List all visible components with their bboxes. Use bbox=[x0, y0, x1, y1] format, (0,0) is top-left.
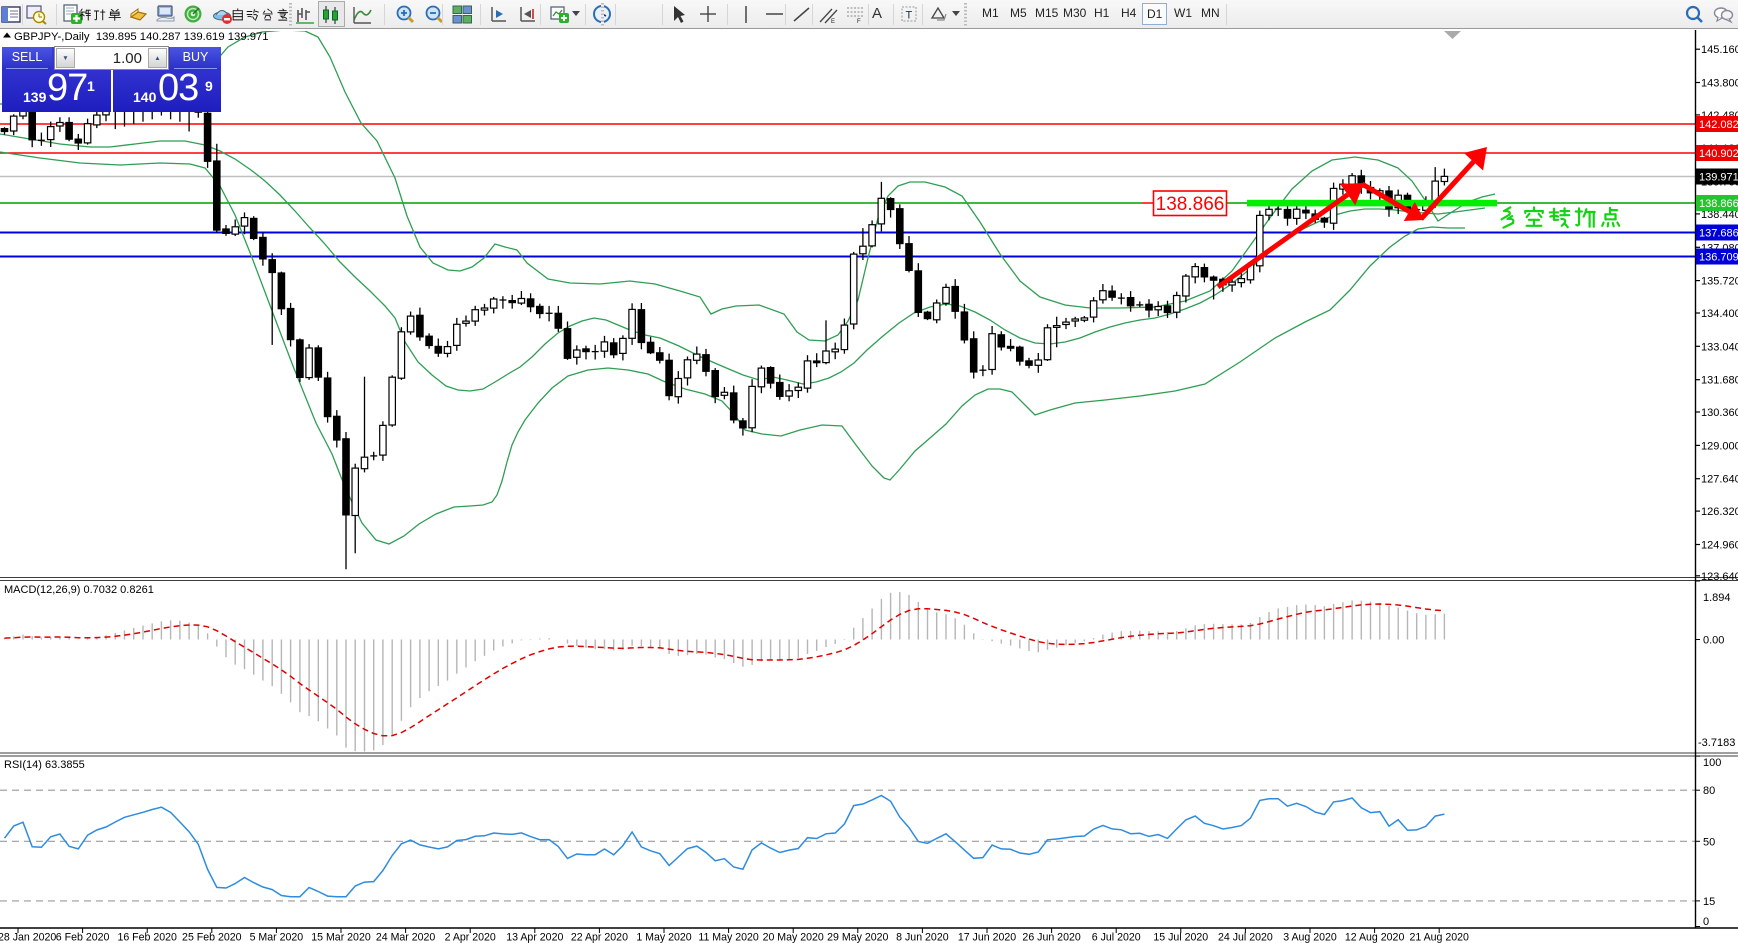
svg-text:123.640: 123.640 bbox=[1701, 571, 1738, 583]
svg-text:-3.7183: -3.7183 bbox=[1698, 737, 1735, 749]
svg-text:134.400: 134.400 bbox=[1701, 308, 1738, 320]
svg-text:138.866: 138.866 bbox=[1699, 198, 1738, 210]
svg-text:16 Feb 2020: 16 Feb 2020 bbox=[117, 932, 177, 943]
svg-text:17 Jun 2020: 17 Jun 2020 bbox=[958, 932, 1016, 943]
svg-text:RSI(14) 63.3855: RSI(14) 63.3855 bbox=[4, 759, 85, 771]
svg-text:2 Apr 2020: 2 Apr 2020 bbox=[445, 932, 496, 943]
svg-text:0.00: 0.00 bbox=[1703, 635, 1724, 647]
svg-text:11 May 2020: 11 May 2020 bbox=[698, 932, 759, 943]
svg-text:142.082: 142.082 bbox=[1699, 119, 1738, 131]
svg-text:6 Feb 2020: 6 Feb 2020 bbox=[56, 932, 110, 943]
svg-text:15 Jul 2020: 15 Jul 2020 bbox=[1153, 932, 1208, 943]
svg-text:137.686: 137.686 bbox=[1699, 228, 1738, 240]
svg-text:20 May 2020: 20 May 2020 bbox=[763, 932, 824, 943]
svg-text:5 Mar 2020: 5 Mar 2020 bbox=[250, 932, 304, 943]
svg-text:13 Apr 2020: 13 Apr 2020 bbox=[506, 932, 563, 943]
svg-text:131.680: 131.680 bbox=[1701, 375, 1738, 387]
svg-text:15 Mar 2020: 15 Mar 2020 bbox=[311, 932, 371, 943]
svg-text:6 Jul 2020: 6 Jul 2020 bbox=[1092, 932, 1141, 943]
svg-text:80: 80 bbox=[1703, 785, 1715, 797]
svg-text:24 Jul 2020: 24 Jul 2020 bbox=[1218, 932, 1273, 943]
svg-text:8 Jun 2020: 8 Jun 2020 bbox=[896, 932, 949, 943]
svg-text:21 Aug 2020: 21 Aug 2020 bbox=[1409, 932, 1469, 943]
svg-text:133.040: 133.040 bbox=[1701, 341, 1738, 353]
svg-text:25 Feb 2020: 25 Feb 2020 bbox=[182, 932, 242, 943]
svg-text:100: 100 bbox=[1703, 757, 1721, 769]
svg-text:135.720: 135.720 bbox=[1701, 276, 1738, 288]
svg-text:29 May 2020: 29 May 2020 bbox=[827, 932, 888, 943]
svg-text:MACD(12,26,9) 0.7032 0.8261: MACD(12,26,9) 0.7032 0.8261 bbox=[4, 584, 154, 596]
svg-text:127.640: 127.640 bbox=[1701, 474, 1738, 486]
svg-text:0: 0 bbox=[1703, 916, 1709, 928]
svg-text:26 Jun 2020: 26 Jun 2020 bbox=[1022, 932, 1080, 943]
svg-text:28 Jan 2020: 28 Jan 2020 bbox=[0, 932, 56, 943]
svg-text:1.894: 1.894 bbox=[1703, 592, 1731, 604]
svg-text:140.902: 140.902 bbox=[1699, 148, 1738, 160]
svg-text:136.709: 136.709 bbox=[1699, 252, 1738, 264]
svg-text:12 Aug 2020: 12 Aug 2020 bbox=[1345, 932, 1405, 943]
svg-text:50: 50 bbox=[1703, 836, 1715, 848]
svg-text:T: T bbox=[906, 10, 913, 22]
svg-text:24 Mar 2020: 24 Mar 2020 bbox=[376, 932, 436, 943]
svg-text:15: 15 bbox=[1703, 896, 1715, 908]
svg-text:143.800: 143.800 bbox=[1701, 78, 1738, 90]
svg-text:145.160: 145.160 bbox=[1701, 44, 1738, 56]
svg-text:22 Apr 2020: 22 Apr 2020 bbox=[571, 932, 628, 943]
svg-text:1 May 2020: 1 May 2020 bbox=[636, 932, 691, 943]
svg-text:3 Aug 2020: 3 Aug 2020 bbox=[1283, 932, 1337, 943]
svg-text:129.000: 129.000 bbox=[1701, 440, 1738, 452]
svg-text:139.971: 139.971 bbox=[1699, 172, 1738, 184]
svg-text:E: E bbox=[831, 19, 835, 25]
svg-text:124.960: 124.960 bbox=[1701, 540, 1738, 552]
svg-text:GBPJPY-,Daily 139.895 140.287: GBPJPY-,Daily 139.895 140.287 139.619 13… bbox=[14, 31, 269, 43]
svg-text:138.866: 138.866 bbox=[1156, 194, 1225, 215]
svg-text:138.440: 138.440 bbox=[1701, 209, 1738, 221]
svg-text:130.360: 130.360 bbox=[1701, 407, 1738, 419]
svg-text:126.320: 126.320 bbox=[1701, 506, 1738, 518]
svg-text:F: F bbox=[857, 19, 861, 25]
